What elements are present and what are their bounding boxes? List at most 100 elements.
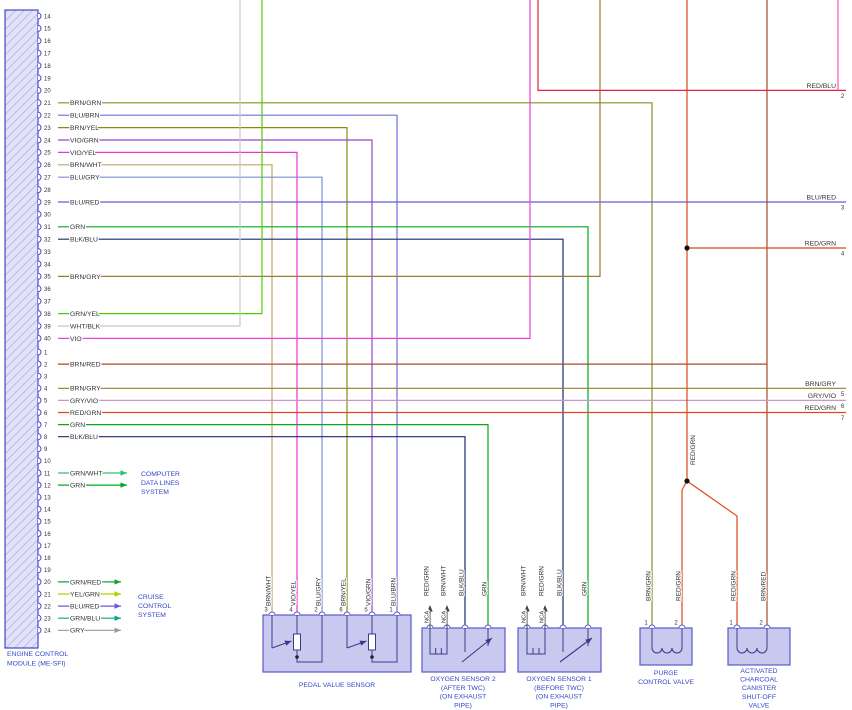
arrowhead-icon	[524, 605, 530, 612]
ecm-pin-wire-label: GRN	[70, 483, 85, 490]
ecm-pin-wire-label: GRN/YEL	[70, 311, 100, 318]
ecm-pin-stub	[37, 161, 42, 169]
ecm-pin-stub	[37, 396, 42, 404]
pot-junction-dot	[295, 655, 299, 659]
computer-data-lines-system-label: DATA LINES	[141, 480, 180, 487]
ecm-pin-stub	[37, 198, 42, 206]
ecm-pin-wire-label: BRN/GRY	[70, 274, 101, 281]
component-pin-number: 6	[339, 608, 343, 614]
valve-leads	[736, 628, 768, 648]
o2-heater-element	[526, 628, 546, 655]
wire-blk-blu	[58, 238, 564, 628]
ecm-pin-stub	[37, 272, 42, 280]
oxygen-sensor-1-box	[517, 627, 602, 673]
ecm-pin-wire-label: GRN	[70, 224, 85, 231]
ecm-pin-stub	[37, 578, 42, 586]
right-edge-wire-label: RED/GRN	[805, 405, 836, 412]
ecm-pin-stub	[37, 602, 42, 610]
wire-vio-grn	[58, 139, 373, 615]
component-pin-wire-label: BRN/WHT	[266, 576, 273, 606]
ecm-pin-wire-label: BRN/GRY	[70, 386, 101, 393]
component-pin-number: 1	[389, 608, 393, 614]
component-pin-wire-label: RED/GRN	[731, 571, 738, 601]
component-pin-wire-label: GRN	[582, 581, 589, 596]
ecm-pin-number: 38	[44, 312, 51, 318]
ecm-pin-stub	[37, 310, 42, 318]
ecm-pin-stub	[37, 111, 42, 119]
ecm-pin-wire-label: VIO/YEL	[70, 150, 97, 157]
ecm-pin-number: 29	[44, 200, 51, 206]
arrowhead-icon	[585, 638, 592, 645]
junction-dot	[684, 478, 690, 484]
ecm-pin-stub	[37, 493, 42, 501]
arrowhead-icon	[120, 482, 127, 488]
right-edge-wire-label: RED/GRN	[805, 241, 836, 248]
pedal-value-sensor-caption: PEDAL VALUE SENSOR	[299, 682, 375, 689]
ecm-pin-wire-label: GRN/WHT	[70, 470, 102, 477]
wire-grn-yel	[58, 0, 263, 315]
component-pin-stub	[268, 611, 276, 616]
component-pin-number: 4	[289, 608, 293, 614]
ecm-pin-number: 16	[44, 39, 51, 45]
ecm-pin-stub	[37, 554, 42, 562]
ecm-pin-number: 17	[44, 52, 51, 58]
ecm-pin-stub	[37, 334, 42, 342]
arrowhead-icon	[359, 640, 367, 646]
ecm-pin-stub	[37, 614, 42, 622]
solenoid-coil	[736, 647, 768, 654]
cruise-control-system-label: SYSTEM	[138, 612, 166, 619]
ecm-pin-number: 26	[44, 163, 51, 169]
ecm-pin-stub	[37, 49, 42, 57]
ecm-pin-wire-label: BLK/BLU	[70, 237, 98, 244]
ecm-pin-wire-label: BRN/YEL	[70, 125, 99, 132]
arrowhead-icon	[284, 640, 292, 646]
ecm-pin-stub	[37, 297, 42, 305]
activated-charcoal-canister-shut-off-valve-caption: VALVE	[749, 702, 770, 709]
ecm-pin-wire-label: BLU/RED	[70, 199, 100, 206]
ecm-pin-stub	[37, 517, 42, 525]
component-pin-wire-label: BLK/BLU	[557, 569, 564, 596]
ecm-pin-number: 4	[44, 387, 48, 393]
nca-label: NCA	[522, 611, 528, 623]
ecm-module-block	[4, 9, 39, 649]
wire-red-blu	[537, 0, 846, 92]
ecm-pin-wire-label: WHT/BLK	[70, 323, 101, 330]
ecm-pin-wire-label: GRY	[70, 628, 85, 635]
activated-charcoal-canister-shut-off-valve-caption: SHUT-OFF	[742, 694, 776, 701]
ecm-pin-number: 20	[44, 89, 51, 95]
ecm-pin-number: 37	[44, 300, 51, 306]
wire-grn	[58, 226, 589, 628]
ecm-pin-number: 32	[44, 238, 51, 244]
activated-charcoal-canister-shut-off-valve-caption: CANISTER	[742, 685, 776, 692]
component-pin-number: 5	[364, 608, 368, 614]
ecm-caption: ENGINE CONTROL	[7, 651, 68, 658]
ecm-pin-number: 21	[44, 592, 51, 598]
ecm-pin-number: 21	[44, 101, 51, 107]
component-pin-stub	[584, 624, 592, 629]
potentiometer-resistor	[293, 633, 301, 651]
arrow-line	[559, 637, 593, 663]
ecm-pin-stub	[37, 322, 42, 330]
wire-run-label: RED/GRN	[690, 435, 697, 465]
ecm-pin-number: 19	[44, 568, 51, 574]
ecm-pin-stub	[37, 235, 42, 243]
component-pin-number: 1	[729, 621, 733, 627]
component-pin-wire-label: RED/GRN	[539, 566, 546, 596]
ecm-pin-stub	[37, 124, 42, 132]
component-pin-wire-label: BRN/YEL	[341, 578, 348, 606]
computer-data-lines-system-label: SYSTEM	[141, 489, 169, 496]
ecm-pin-number: 15	[44, 520, 51, 526]
wire-grn	[58, 424, 489, 628]
junction-dot	[684, 245, 690, 251]
ecm-pin-number: 8	[44, 435, 48, 441]
ecm-pin-stub	[37, 360, 42, 368]
component-pin-number: 3	[264, 608, 268, 614]
ecm-pin-stub	[37, 409, 42, 416]
ecm-pin-number: 10	[44, 459, 51, 465]
ecm-pin-stub	[37, 24, 42, 32]
wire-blu-gry	[58, 176, 323, 615]
ecm-pin-stub	[37, 136, 42, 144]
activated-charcoal-canister-shut-off-valve-box	[727, 627, 791, 666]
ecm-pin-stub	[37, 173, 42, 181]
component-pin-wire-label: GRN	[482, 581, 489, 596]
